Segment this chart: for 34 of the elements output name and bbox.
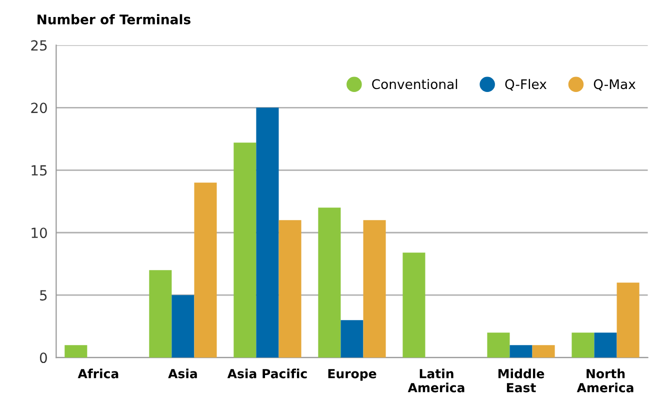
bar — [172, 295, 194, 358]
bar — [149, 270, 172, 358]
x-tick-label: Africa — [78, 368, 118, 378]
legend-label: Q-Flex — [505, 78, 546, 91]
bar — [234, 142, 256, 358]
x-tick-label: Latin America — [408, 368, 464, 392]
x-tick-label: Middle East — [498, 368, 544, 392]
bar — [572, 332, 594, 358]
bar — [256, 108, 279, 358]
x-tick-label: Europe — [328, 369, 376, 381]
bar — [616, 282, 640, 358]
y-tick-label: 20 — [31, 102, 47, 114]
x-tick-label: Asia — [168, 368, 197, 378]
bar — [318, 208, 341, 358]
y-tick-label: 0 — [40, 352, 47, 364]
y-tick-label: 25 — [31, 40, 47, 51]
bar — [594, 332, 617, 358]
bar — [340, 320, 364, 358]
bar — [532, 345, 555, 358]
bar — [363, 220, 386, 358]
y-tick-label: 10 — [32, 228, 47, 238]
bar — [510, 345, 532, 358]
legend-label: Conventional — [372, 78, 458, 90]
bar — [278, 220, 302, 358]
y-axis-title: Number of Terminals — [38, 14, 190, 24]
x-tick-label: Asia Pacific — [227, 368, 307, 378]
y-tick-label: 5 — [40, 290, 47, 301]
bar — [194, 182, 217, 358]
y-tick-label: 15 — [32, 165, 47, 176]
legend-label: Q-Max — [594, 79, 636, 91]
x-tick-label: North America — [576, 368, 634, 392]
bar — [64, 345, 88, 358]
bar — [402, 252, 426, 358]
bar — [487, 332, 510, 358]
